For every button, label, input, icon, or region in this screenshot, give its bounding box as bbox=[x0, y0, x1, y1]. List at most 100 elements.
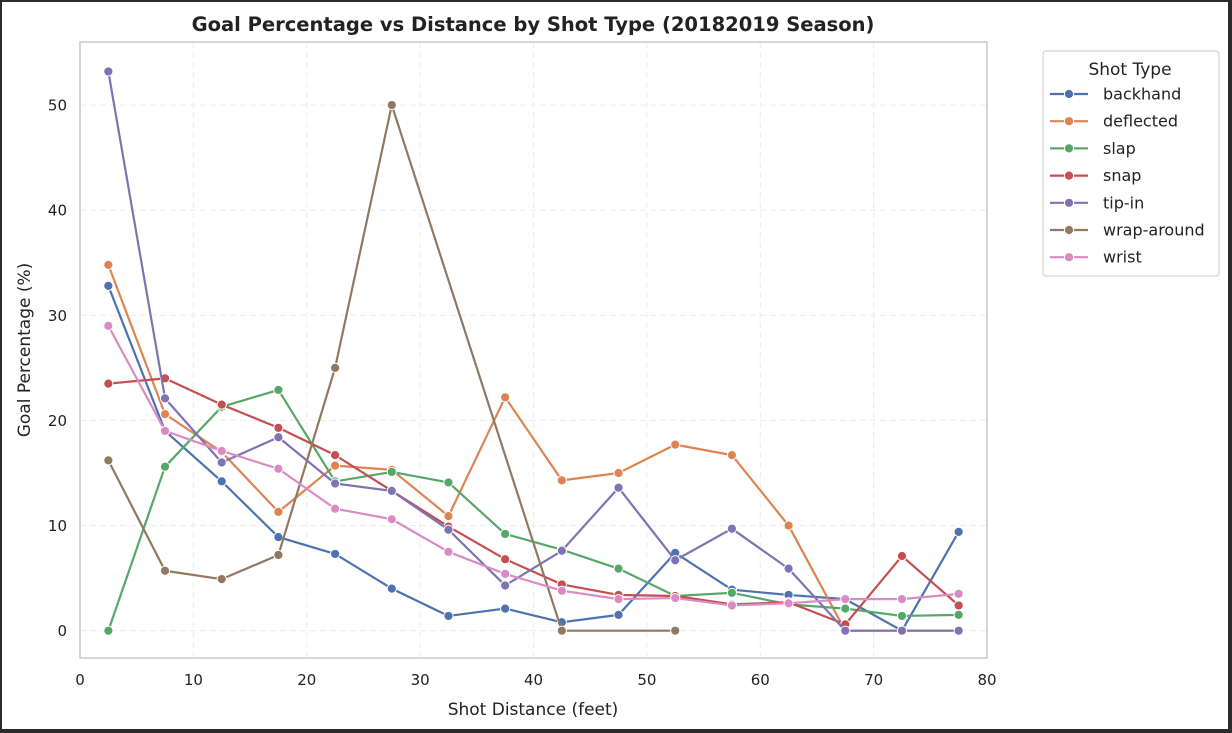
data-point bbox=[613, 482, 624, 493]
data-point bbox=[103, 66, 114, 77]
y-tick-label: 40 bbox=[48, 202, 67, 220]
legend-swatch-marker bbox=[1063, 143, 1075, 154]
data-point bbox=[670, 592, 681, 604]
data-point bbox=[216, 445, 227, 457]
legend-swatch-marker bbox=[1063, 88, 1075, 100]
legend-label: backhand bbox=[1103, 85, 1181, 104]
data-point bbox=[159, 565, 171, 576]
data-point bbox=[500, 392, 511, 403]
data-point bbox=[613, 609, 624, 621]
data-point bbox=[896, 550, 908, 562]
data-point bbox=[896, 594, 908, 605]
data-point bbox=[443, 510, 454, 522]
data-point bbox=[273, 384, 284, 396]
series-wrap-around bbox=[103, 99, 681, 636]
y-axis-ticks: 0 10 20 30 40 50 bbox=[48, 97, 67, 641]
plot-frame bbox=[79, 41, 988, 659]
data-point bbox=[953, 609, 964, 621]
legend-item-backhand: backhand bbox=[1050, 85, 1181, 104]
series-line-wrap-around bbox=[107, 103, 676, 632]
data-point bbox=[726, 450, 738, 461]
data-point bbox=[500, 554, 511, 565]
data-point bbox=[726, 600, 738, 611]
series-layer bbox=[103, 66, 964, 636]
legend-items: backhand deflected slap snap tip-in wrap-arou… bbox=[1050, 85, 1205, 267]
data-point bbox=[726, 523, 738, 534]
data-point bbox=[103, 455, 114, 466]
legend-swatch-marker bbox=[1063, 116, 1075, 127]
data-point bbox=[329, 548, 341, 560]
legend-title: Shot Type bbox=[1088, 60, 1171, 80]
data-point bbox=[386, 466, 397, 478]
data-point bbox=[329, 503, 341, 514]
data-point bbox=[613, 467, 624, 479]
x-tick-label: 40 bbox=[524, 671, 543, 689]
data-point bbox=[159, 425, 171, 437]
data-point bbox=[783, 598, 794, 609]
data-point bbox=[273, 422, 284, 433]
x-axis-ticks: 0 10 20 30 40 50 60 70 80 bbox=[75, 671, 996, 689]
data-point bbox=[273, 432, 284, 443]
data-point bbox=[500, 528, 511, 540]
data-point bbox=[386, 514, 397, 525]
series-line-tip-in bbox=[107, 71, 959, 632]
grid-lines bbox=[79, 42, 988, 658]
data-point bbox=[613, 563, 624, 574]
data-point bbox=[443, 477, 454, 488]
y-tick-label: 0 bbox=[57, 622, 67, 640]
legend-item-slap: slap bbox=[1050, 139, 1136, 158]
data-point bbox=[329, 460, 341, 471]
data-point bbox=[953, 625, 964, 636]
y-tick-label: 30 bbox=[48, 307, 67, 325]
series-line-wrist bbox=[107, 325, 959, 607]
data-point bbox=[329, 478, 341, 489]
data-point bbox=[103, 280, 114, 291]
series-wrist bbox=[103, 320, 964, 611]
data-point bbox=[670, 555, 681, 566]
data-point bbox=[273, 532, 284, 543]
data-point bbox=[386, 583, 397, 594]
data-point bbox=[159, 461, 171, 472]
series-line-snap bbox=[108, 377, 960, 626]
data-point bbox=[273, 463, 284, 474]
y-tick-label: 50 bbox=[48, 97, 67, 115]
data-point bbox=[896, 610, 908, 622]
data-point bbox=[556, 475, 567, 486]
x-tick-label: 0 bbox=[75, 671, 85, 689]
data-point bbox=[386, 485, 397, 496]
legend-label: slap bbox=[1103, 139, 1136, 158]
y-tick-label: 10 bbox=[48, 517, 67, 535]
x-tick-label: 60 bbox=[751, 671, 770, 689]
legend: Shot Type backhand deflected slap snap tip-i… bbox=[1042, 50, 1220, 277]
x-tick-label: 80 bbox=[977, 671, 996, 689]
legend-item-snap: snap bbox=[1050, 166, 1141, 185]
data-point bbox=[896, 625, 908, 636]
x-tick-label: 70 bbox=[864, 671, 883, 689]
series-line-backhand bbox=[107, 285, 960, 632]
legend-label: wrap-around bbox=[1103, 221, 1205, 240]
data-point bbox=[273, 549, 284, 561]
data-point bbox=[556, 625, 567, 636]
data-point bbox=[953, 526, 964, 537]
x-tick-label: 30 bbox=[411, 671, 430, 689]
legend-box bbox=[1042, 50, 1220, 277]
legend-swatch-marker bbox=[1063, 224, 1075, 236]
data-point bbox=[783, 520, 794, 531]
series-backhand bbox=[103, 280, 964, 636]
y-tick-label: 20 bbox=[48, 412, 67, 430]
data-point bbox=[443, 524, 454, 535]
x-tick-label: 20 bbox=[297, 671, 316, 689]
data-point bbox=[103, 625, 114, 636]
data-point bbox=[500, 603, 511, 614]
data-point bbox=[216, 574, 227, 585]
data-point bbox=[556, 545, 567, 556]
series-line-deflected bbox=[107, 264, 959, 632]
legend-label: tip-in bbox=[1103, 193, 1144, 212]
data-point bbox=[329, 450, 341, 461]
data-point bbox=[216, 457, 227, 468]
legend-swatch-marker bbox=[1063, 197, 1075, 208]
data-point bbox=[953, 588, 964, 599]
data-point bbox=[783, 563, 794, 574]
